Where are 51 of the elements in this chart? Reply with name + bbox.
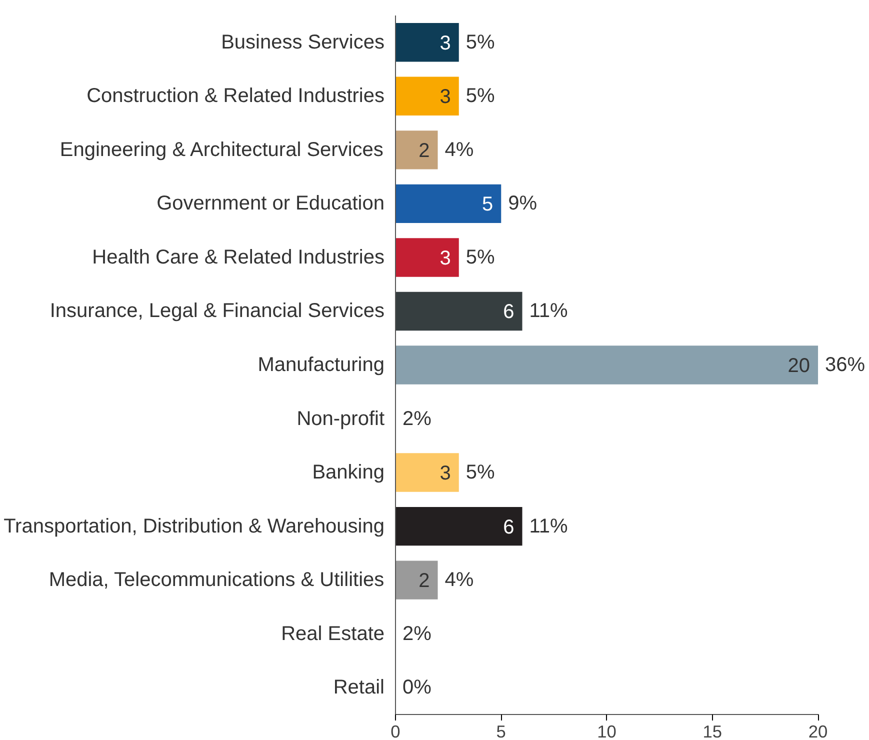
annotation: 2% bbox=[402, 408, 432, 430]
y-tick-label: Manufacturing bbox=[258, 354, 385, 376]
bar bbox=[396, 238, 459, 277]
annotation: 36% bbox=[825, 354, 866, 376]
annotation: 9% bbox=[508, 192, 538, 215]
bar bbox=[396, 130, 438, 170]
data-label: 2 bbox=[418, 570, 430, 592]
annotation: 5% bbox=[466, 462, 495, 484]
x-tick-label: 20 bbox=[808, 722, 828, 740]
x-tick-label: 0 bbox=[390, 722, 400, 740]
bar bbox=[396, 184, 502, 224]
annotation: 5% bbox=[466, 31, 495, 54]
y-tick-label: Media, Telecommunications & Utilities bbox=[48, 569, 384, 592]
y-tick-label: Engineering & Architectural Services bbox=[60, 138, 384, 161]
y-tick-label: Health Care & Related Industries bbox=[92, 246, 384, 268]
x-tick-label: 5 bbox=[496, 722, 506, 740]
data-label: 3 bbox=[440, 247, 451, 270]
annotation: 11% bbox=[529, 515, 568, 538]
y-tick-label: Retail bbox=[333, 676, 385, 699]
data-label: 20 bbox=[788, 355, 810, 377]
annotation: 4% bbox=[444, 138, 474, 161]
bar bbox=[396, 453, 459, 492]
y-tick-label: Non-profit bbox=[296, 408, 385, 430]
annotation: 4% bbox=[444, 569, 474, 592]
annotation: 2% bbox=[402, 622, 432, 645]
y-tick-label: Banking bbox=[312, 462, 385, 484]
bar bbox=[396, 346, 818, 384]
y-tick-label: Real Estate bbox=[281, 622, 384, 645]
bar bbox=[396, 292, 522, 331]
annotation: 5% bbox=[466, 85, 495, 108]
bar bbox=[396, 76, 459, 116]
x-tick-label: 15 bbox=[702, 722, 722, 740]
annotation: 0% bbox=[402, 676, 432, 699]
data-label: 3 bbox=[440, 32, 451, 54]
data-label: 3 bbox=[440, 462, 451, 485]
y-tick-label: Business Services bbox=[221, 31, 385, 54]
y-tick-label: Insurance, Legal & Financial Services bbox=[50, 300, 385, 322]
x-tick-label: 10 bbox=[597, 722, 616, 740]
data-label: 3 bbox=[440, 86, 451, 108]
bar bbox=[396, 560, 438, 600]
y-tick-label: Government or Education bbox=[156, 192, 385, 215]
data-label: 2 bbox=[418, 140, 430, 162]
data-label: 6 bbox=[503, 516, 514, 538]
y-tick-label: Transportation, Distribution & Warehousing bbox=[4, 515, 385, 538]
bar bbox=[396, 506, 522, 546]
y-tick-label: Construction & Related Industries bbox=[86, 85, 385, 108]
data-label: 6 bbox=[503, 301, 514, 324]
bar bbox=[396, 23, 459, 62]
annotation: 5% bbox=[466, 246, 495, 268]
annotation: 11% bbox=[529, 300, 568, 322]
data-label: 5 bbox=[482, 194, 494, 216]
